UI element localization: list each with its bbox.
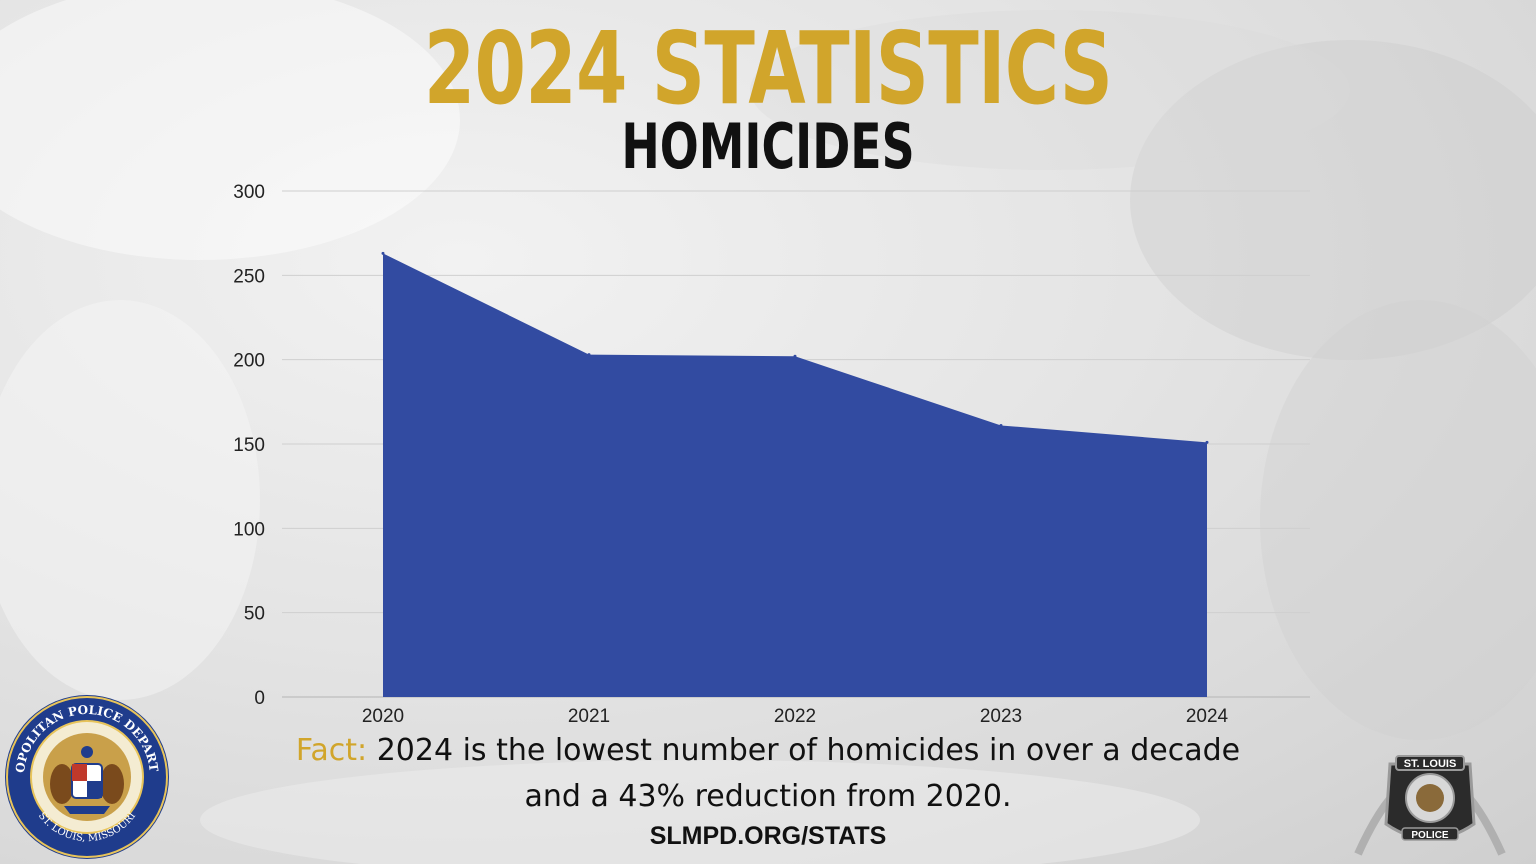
- y-tick-label: 0: [254, 688, 265, 709]
- fact-statement: Fact: 2024 is the lowest number of homic…: [0, 728, 1536, 820]
- x-tick-label: 2021: [568, 706, 610, 727]
- y-tick-label: 150: [233, 435, 265, 456]
- subtitle-text: HOMICIDES: [621, 110, 915, 183]
- page-subtitle: HOMICIDES: [200, 112, 1337, 182]
- st-louis-police-badge-icon: ST. LOUIS POLICE: [1354, 755, 1506, 856]
- y-tick-label: 100: [233, 519, 265, 540]
- y-tick-label: 50: [244, 604, 265, 625]
- data-point: [587, 353, 591, 357]
- page-title: 2024 STATISTICS: [200, 14, 1337, 124]
- x-tick-label: 2023: [980, 706, 1022, 727]
- y-tick-label: 250: [233, 266, 265, 287]
- title-text: 2024 STATISTICS: [423, 10, 1113, 127]
- fact-line-1: 2024 is the lowest number of homicides i…: [367, 733, 1241, 768]
- x-tick-label: 2022: [774, 706, 816, 727]
- data-point: [381, 251, 385, 255]
- y-tick-label: 300: [233, 182, 265, 203]
- stats-url[interactable]: SLMPD.ORG/STATS: [649, 822, 887, 850]
- badge-top-text: ST. LOUIS: [1404, 758, 1457, 770]
- x-tick-label: 2020: [362, 706, 404, 727]
- data-point: [999, 423, 1003, 427]
- fact-label: Fact:: [295, 733, 368, 768]
- y-tick-label: 200: [233, 351, 265, 372]
- metropolitan-police-department-seal-icon: METROPOLITAN POLICE DEPARTMENT ST. LOUIS…: [4, 694, 169, 859]
- data-point: [1205, 440, 1209, 444]
- series-area: [383, 253, 1207, 697]
- data-point: [793, 354, 797, 358]
- x-tick-label: 2024: [1186, 706, 1229, 727]
- badge-bottom-text: POLICE: [1411, 830, 1449, 841]
- fact-line-2: and a 43% reduction from 2020.: [524, 779, 1012, 814]
